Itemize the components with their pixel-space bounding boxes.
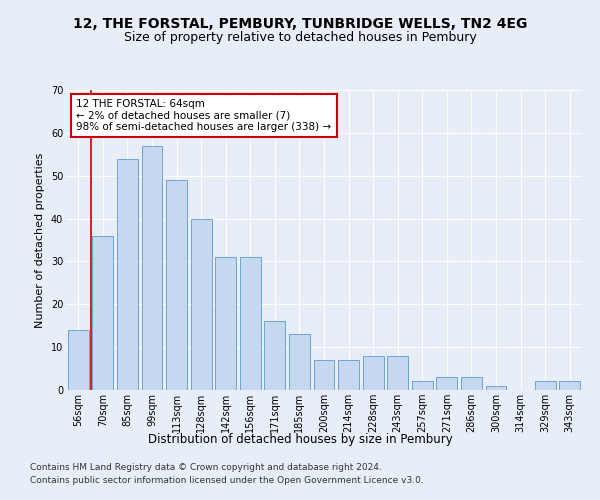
Bar xyxy=(191,218,212,390)
Bar xyxy=(485,386,506,390)
Bar xyxy=(215,257,236,390)
Bar xyxy=(142,146,163,390)
Bar xyxy=(265,322,286,390)
Bar xyxy=(362,356,383,390)
Text: Contains public sector information licensed under the Open Government Licence v3: Contains public sector information licen… xyxy=(30,476,424,485)
Text: 12, THE FORSTAL, PEMBURY, TUNBRIDGE WELLS, TN2 4EG: 12, THE FORSTAL, PEMBURY, TUNBRIDGE WELL… xyxy=(73,18,527,32)
Bar xyxy=(240,257,261,390)
Bar xyxy=(289,334,310,390)
Text: 12 THE FORSTAL: 64sqm
← 2% of detached houses are smaller (7)
98% of semi-detach: 12 THE FORSTAL: 64sqm ← 2% of detached h… xyxy=(76,99,331,132)
Bar xyxy=(92,236,113,390)
Bar xyxy=(314,360,334,390)
Bar xyxy=(559,382,580,390)
Bar xyxy=(436,377,457,390)
Y-axis label: Number of detached properties: Number of detached properties xyxy=(35,152,45,328)
Bar xyxy=(68,330,89,390)
Bar xyxy=(535,382,556,390)
Bar xyxy=(117,158,138,390)
Bar xyxy=(338,360,359,390)
Text: Distribution of detached houses by size in Pembury: Distribution of detached houses by size … xyxy=(148,432,452,446)
Text: Contains HM Land Registry data © Crown copyright and database right 2024.: Contains HM Land Registry data © Crown c… xyxy=(30,464,382,472)
Text: Size of property relative to detached houses in Pembury: Size of property relative to detached ho… xyxy=(124,31,476,44)
Bar xyxy=(387,356,408,390)
Bar xyxy=(166,180,187,390)
Bar xyxy=(412,382,433,390)
Bar xyxy=(461,377,482,390)
